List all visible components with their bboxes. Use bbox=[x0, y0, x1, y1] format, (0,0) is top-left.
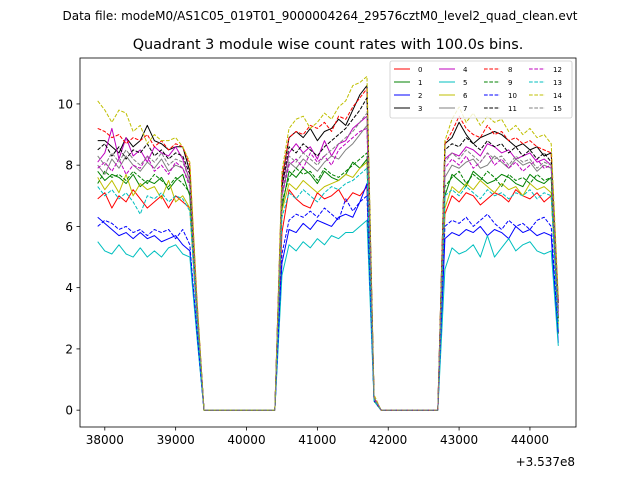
legend-label-8: 8 bbox=[508, 66, 512, 74]
x-tick-label: 41000 bbox=[298, 433, 336, 447]
legend-label-3: 3 bbox=[418, 105, 422, 113]
series-line-8 bbox=[97, 88, 559, 411]
legend-label-15: 15 bbox=[553, 105, 562, 113]
legend-label-11: 11 bbox=[508, 105, 517, 113]
legend-label-2: 2 bbox=[418, 92, 422, 100]
legend-label-0: 0 bbox=[418, 66, 422, 74]
legend-label-4: 4 bbox=[463, 66, 468, 74]
legend-label-12: 12 bbox=[553, 66, 562, 74]
x-tick-label: 38000 bbox=[86, 433, 124, 447]
legend-label-6: 6 bbox=[463, 92, 468, 100]
series-line-13 bbox=[97, 167, 559, 411]
suptitle: Data file: modeM0/AS1C05_019T01_90000042… bbox=[62, 9, 577, 23]
legend-box bbox=[389, 60, 573, 119]
series-line-14 bbox=[97, 75, 559, 411]
x-tick-label: 43000 bbox=[440, 433, 478, 447]
chart-title: Quadrant 3 module wise count rates with … bbox=[133, 37, 524, 53]
series-line-11 bbox=[97, 97, 559, 411]
series-line-1 bbox=[97, 158, 559, 411]
y-tick-label: 10 bbox=[58, 97, 73, 111]
legend-label-5: 5 bbox=[463, 79, 467, 87]
legend-label-13: 13 bbox=[553, 79, 562, 87]
x-tick-label: 39000 bbox=[157, 433, 195, 447]
axis-ticks: 38000 39000 40000 41000 42000 43000 44000 0 2 4 6 8… bbox=[58, 97, 549, 447]
x-tick-label: 40000 bbox=[227, 433, 265, 447]
series-line-4 bbox=[97, 115, 559, 411]
x-tick-label: 42000 bbox=[369, 433, 407, 447]
y-tick-label: 4 bbox=[65, 281, 73, 295]
y-tick-label: 0 bbox=[65, 404, 73, 418]
legend-label-1: 1 bbox=[418, 79, 422, 87]
y-tick-label: 8 bbox=[65, 159, 73, 173]
series-line-6 bbox=[97, 161, 559, 411]
y-tick-label: 6 bbox=[65, 220, 73, 234]
series-line-0 bbox=[97, 186, 559, 411]
series-lines bbox=[97, 75, 559, 411]
y-tick-label: 2 bbox=[65, 342, 73, 356]
legend-label-9: 9 bbox=[508, 79, 512, 87]
x-offset-label: +3.537e8 bbox=[516, 455, 575, 469]
plot-area bbox=[97, 75, 559, 411]
series-line-15 bbox=[97, 112, 559, 411]
series-line-2 bbox=[97, 183, 559, 411]
x-tick-label: 44000 bbox=[511, 433, 549, 447]
legend-label-14: 14 bbox=[553, 92, 562, 100]
series-line-12 bbox=[97, 127, 559, 411]
series-line-9 bbox=[97, 152, 559, 411]
legend-label-10: 10 bbox=[508, 92, 517, 100]
axes-frame bbox=[79, 57, 577, 428]
series-line-5 bbox=[97, 219, 559, 411]
legend-label-7: 7 bbox=[463, 105, 467, 113]
